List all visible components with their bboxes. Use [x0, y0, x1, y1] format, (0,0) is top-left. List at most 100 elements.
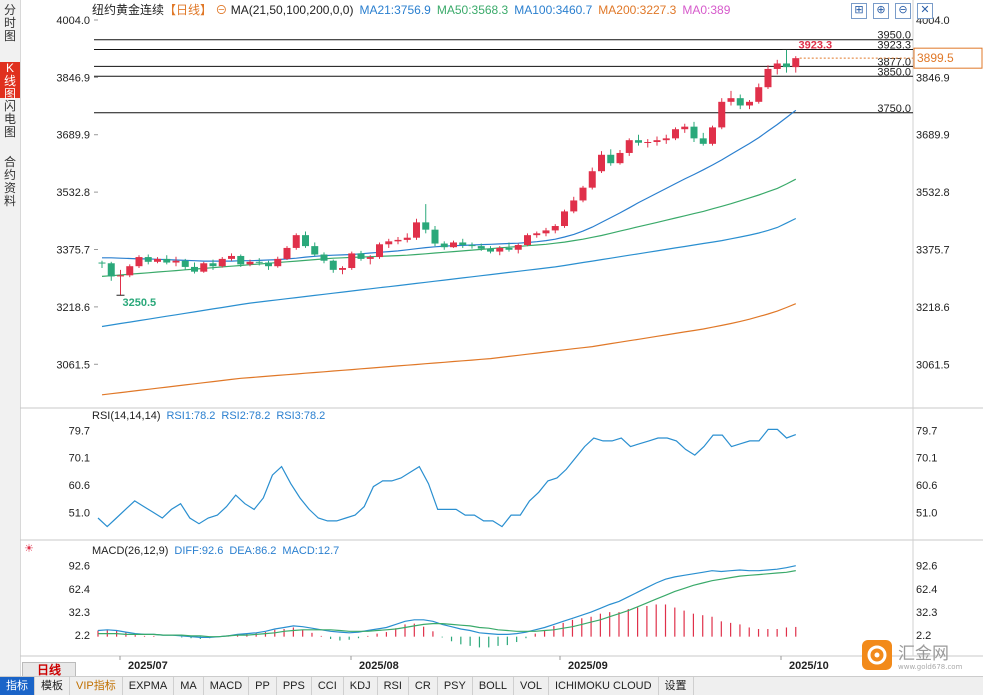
right-y-tick-label: 3532.8: [916, 187, 950, 199]
y-tick-label: 3689.9: [56, 130, 90, 142]
macd-header: MACD(26,12,9) DIFF:92.6 DEA:86.2 MACD:12.7: [92, 545, 339, 557]
macd-value-0: DIFF:92.6: [174, 545, 223, 557]
candle-body: [746, 101, 753, 106]
candle-body: [718, 101, 726, 128]
bottom-tab-5[interactable]: MACD: [204, 677, 250, 695]
candle-body: [292, 235, 300, 248]
candle-body: [366, 257, 374, 259]
bottom-tab-13[interactable]: BOLL: [473, 677, 514, 695]
rsi-tick: 51.0: [69, 507, 90, 519]
bottom-tab-15[interactable]: ICHIMOKU CLOUD: [549, 677, 659, 695]
candle-body: [588, 171, 596, 188]
candle-body: [126, 266, 134, 276]
candle-body: [477, 246, 485, 249]
candle-body: [662, 138, 670, 141]
legend-item: 纽约黄金连续: [92, 2, 164, 17]
y-tick-label: 3846.9: [56, 72, 90, 84]
candle-body: [311, 246, 319, 255]
candle-body: [394, 239, 402, 242]
candle-body: [440, 243, 448, 248]
candle-body: [246, 261, 254, 265]
zoom-out-icon[interactable]: ⊖: [895, 3, 911, 19]
candle-body: [376, 244, 383, 258]
candle-body: [561, 211, 568, 227]
low-label: 3250.5: [123, 297, 157, 309]
macd-tick-right: 92.6: [916, 561, 937, 573]
left-tab-2[interactable]: 闪电图: [3, 99, 16, 139]
candle-body: [727, 98, 735, 102]
macd-tick: 32.3: [69, 607, 90, 619]
close-icon[interactable]: ✕: [917, 3, 933, 19]
candle-body: [98, 262, 106, 264]
right-y-tick-label: 3846.9: [916, 72, 950, 84]
ma-line-MA50: [101, 178, 797, 277]
candle-body: [773, 63, 781, 69]
bottom-tab-12[interactable]: PSY: [438, 677, 473, 695]
candle-body: [496, 247, 504, 252]
ma-line-MA21: [102, 109, 797, 262]
candle-body: [783, 63, 790, 68]
candle-body: [154, 258, 161, 262]
bottom-tab-14[interactable]: VOL: [514, 677, 549, 695]
candle-body: [616, 152, 624, 164]
bottom-tab-9[interactable]: KDJ: [344, 677, 378, 695]
candle-body: [209, 263, 217, 267]
ma-legend-1: MA50:3568.3: [437, 3, 509, 17]
candle-body: [570, 200, 578, 212]
rsi-value-1: RSI2:78.2: [221, 410, 270, 422]
candle-body: [283, 247, 291, 259]
candle-body: [172, 260, 180, 263]
zoom-in-icon[interactable]: ⊕: [873, 3, 889, 19]
macd-tick: 92.6: [69, 561, 90, 573]
bottom-tab-6[interactable]: PP: [249, 677, 277, 695]
candle-body: [181, 260, 189, 267]
bottom-tab-1[interactable]: 模板: [35, 677, 70, 695]
candle-body: [218, 258, 226, 267]
rsi-tick-right: 79.7: [916, 425, 937, 437]
rsi-line: [97, 428, 797, 528]
bottom-tab-2[interactable]: VIP指标: [70, 677, 123, 695]
bottom-tab-16[interactable]: 设置: [659, 677, 694, 695]
left-tab-0[interactable]: 分时图: [3, 3, 16, 43]
candle-body: [329, 260, 337, 270]
bottom-tab-7[interactable]: PPS: [277, 677, 312, 695]
settings-sun-icon[interactable]: ☀: [24, 543, 34, 555]
rsi-value-2: RSI3:78.2: [276, 410, 325, 422]
bottom-tab-11[interactable]: CR: [409, 677, 438, 695]
fullscreen-icon[interactable]: ⊞: [851, 3, 867, 19]
bottom-tab-0[interactable]: 指标: [0, 677, 35, 695]
candle-body: [764, 68, 772, 88]
candle-body: [468, 245, 476, 247]
last-price-box: [913, 47, 983, 69]
hline-label: 3877.0: [877, 56, 911, 68]
macd-dea-line: [98, 570, 796, 638]
bottom-tab-4[interactable]: MA: [174, 677, 204, 695]
candle-body: [690, 126, 698, 139]
macd-value-2: MACD:12.7: [282, 545, 339, 557]
candle-body: [551, 226, 559, 231]
y-tick-label: 3061.5: [56, 359, 90, 371]
right-y-tick-label: 3375.7: [916, 245, 950, 257]
x-label: 2025/07: [128, 660, 168, 672]
candle-body: [265, 262, 272, 267]
macd-tick: 62.4: [69, 584, 90, 596]
candle-body: [431, 229, 439, 244]
ma-legend-4: MA0:389: [682, 3, 730, 17]
candle-body: [625, 140, 633, 153]
x-label: 2025/09: [568, 660, 608, 672]
candle-body: [403, 237, 411, 240]
rsi-tick-right: 60.6: [916, 480, 937, 492]
left-tab-3[interactable]: 合约资料: [3, 155, 16, 208]
logo-url: www.gold678.com: [898, 663, 963, 671]
rsi-tick: 60.6: [69, 480, 90, 492]
bottom-tab-3[interactable]: EXPMA: [123, 677, 175, 695]
candle-body: [598, 154, 605, 172]
candle-body: [514, 245, 522, 250]
macd-tick: 2.2: [75, 630, 90, 642]
bottom-tab-10[interactable]: RSI: [378, 677, 409, 695]
bottom-tab-8[interactable]: CCI: [312, 677, 344, 695]
legend-item: MA(21,50,100,200,0,0): [231, 3, 354, 17]
candle-body: [635, 140, 642, 143]
